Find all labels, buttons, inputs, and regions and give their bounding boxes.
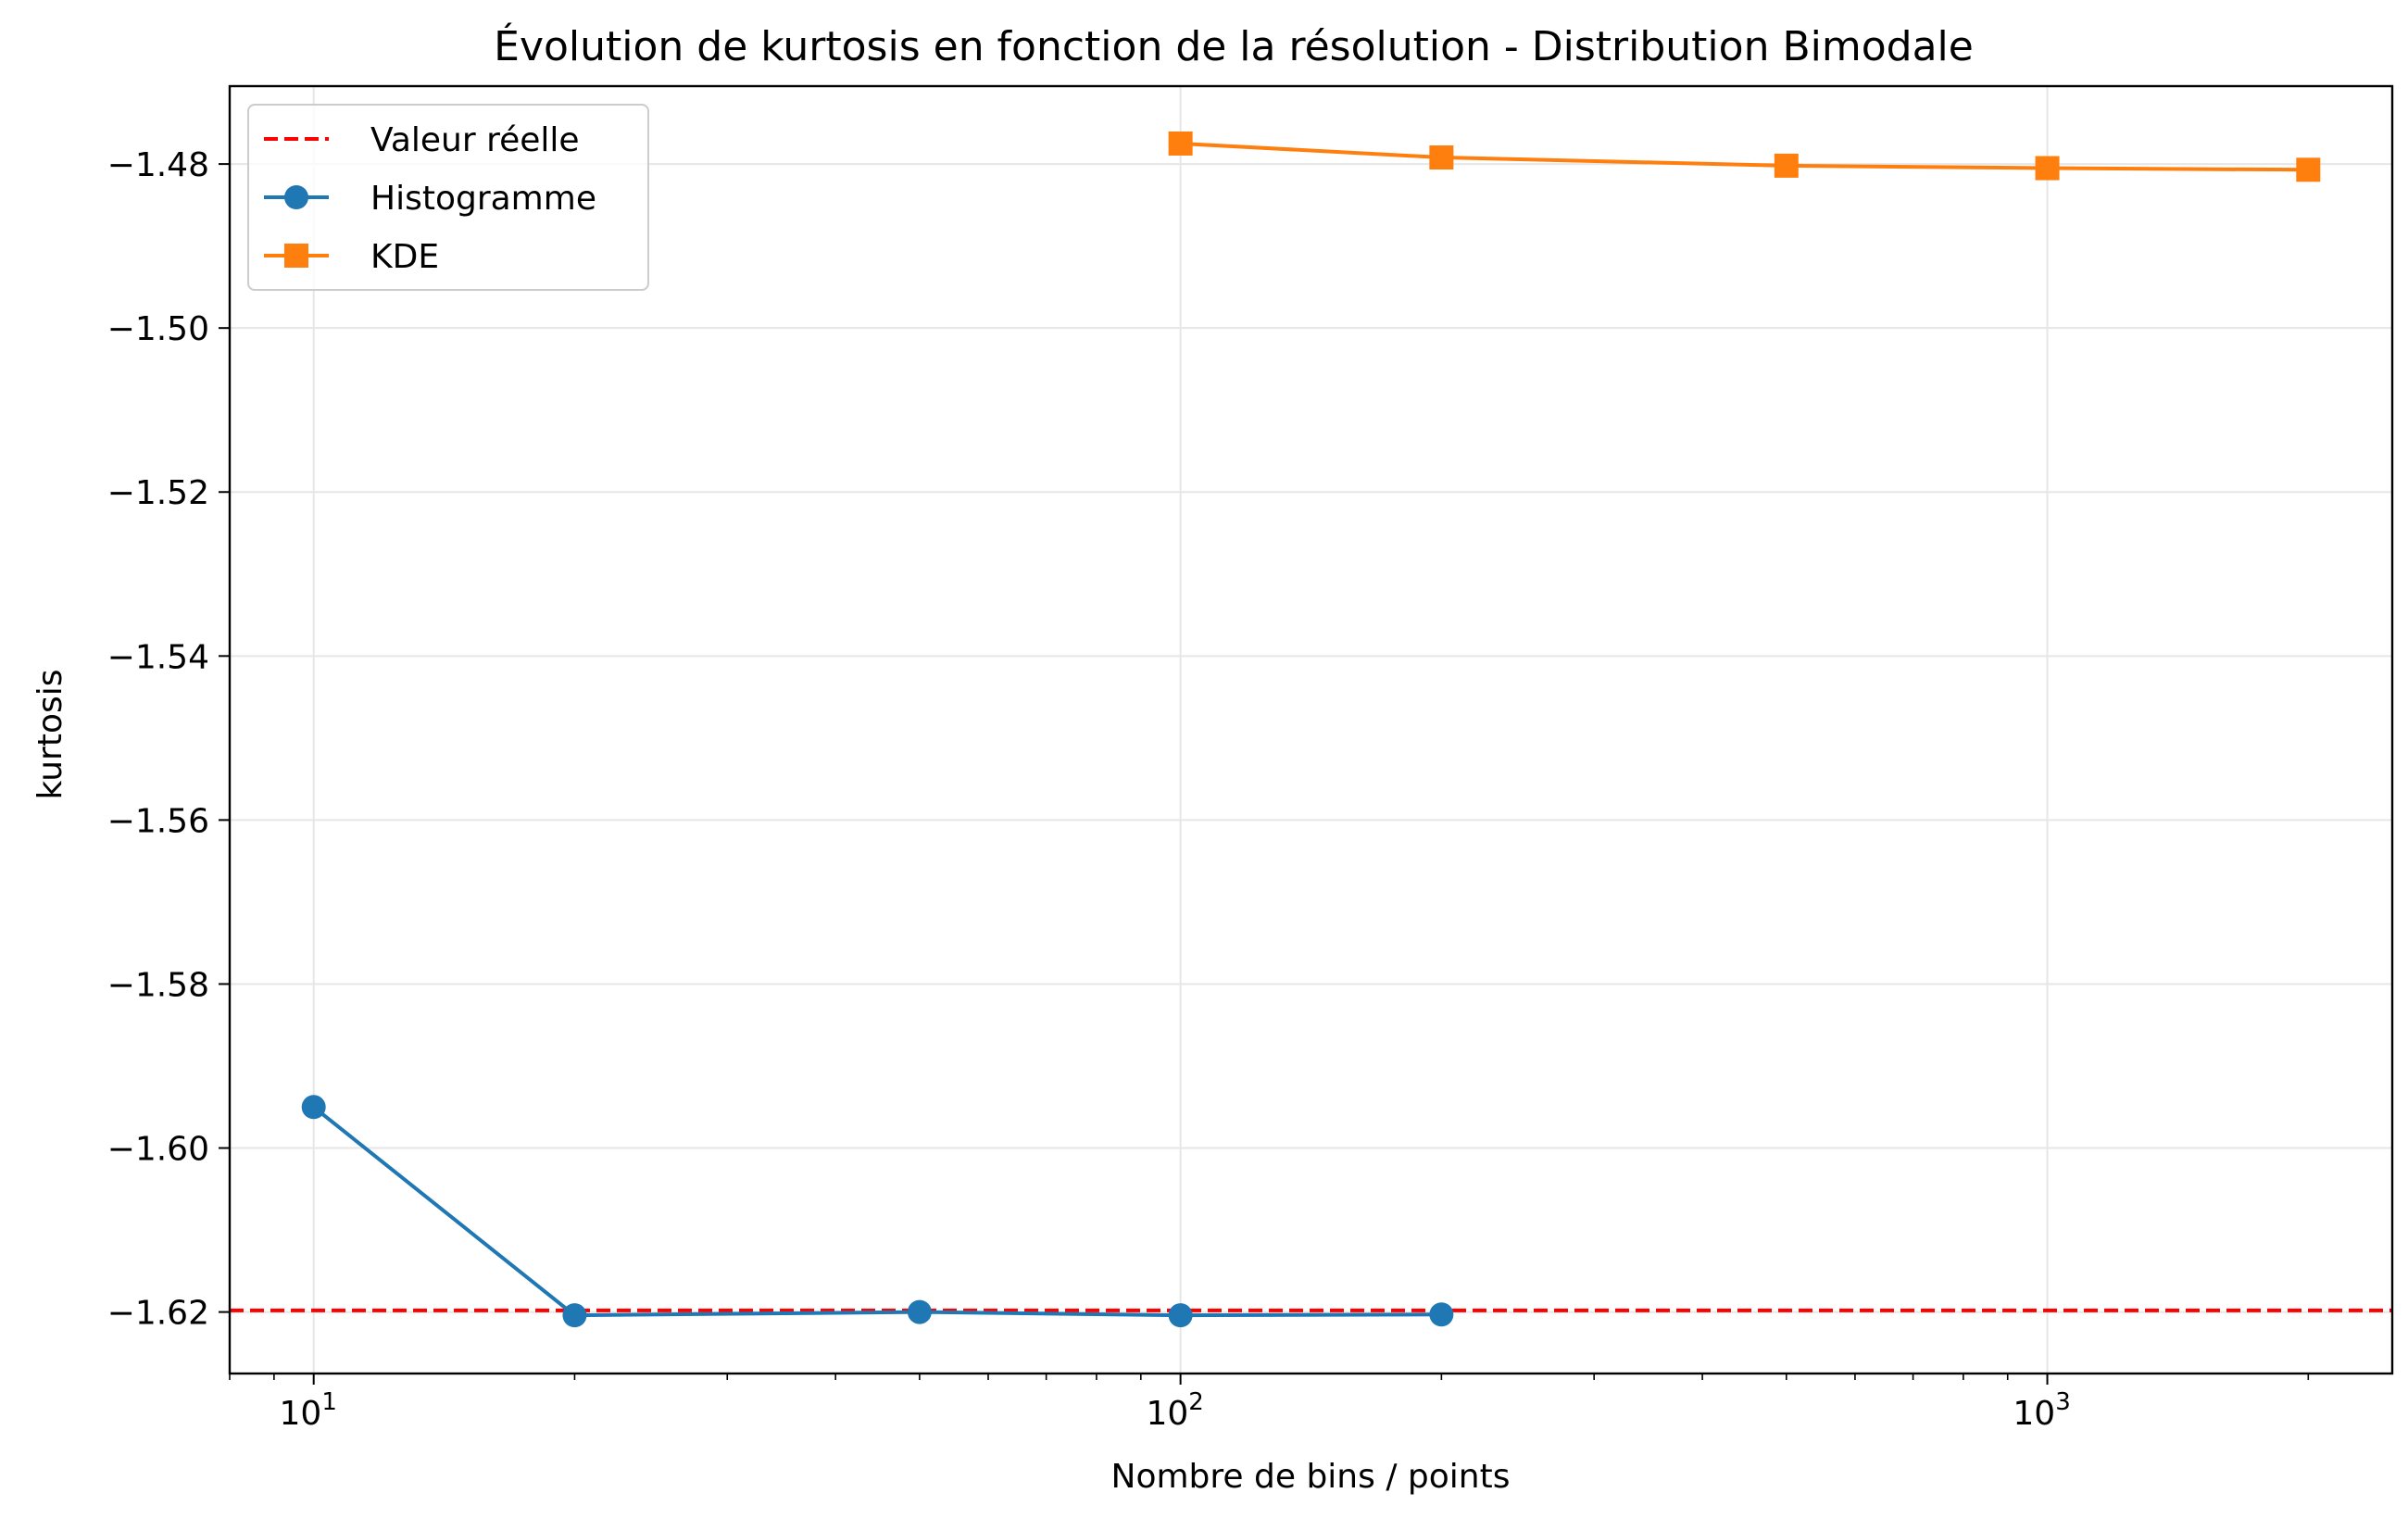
legend-box — [247, 104, 649, 291]
series-line-kde — [1180, 141, 2309, 172]
y-tick-label: −1.62 — [107, 1295, 209, 1333]
data-point-histogramme — [1429, 1302, 1454, 1327]
plot-frame — [228, 84, 2394, 1375]
x-tick-label: 101 — [280, 1388, 337, 1433]
data-point-kde — [1774, 153, 1799, 178]
grid — [230, 86, 2392, 1374]
legend-label: KDE — [370, 238, 439, 276]
data-point-histogramme — [907, 1299, 932, 1324]
data-point-histogramme — [562, 1303, 587, 1328]
series-layer — [301, 131, 2321, 1328]
data-point-kde — [1429, 145, 1454, 170]
data-point-histogramme — [1168, 1303, 1193, 1328]
series-line-histogramme — [312, 1105, 1442, 1318]
y-tick-label: −1.52 — [107, 474, 209, 512]
x-tick-label: 103 — [2013, 1388, 2070, 1433]
legend-swatch-marker — [284, 185, 308, 209]
y-tick-label: −1.54 — [107, 638, 209, 676]
y-tick-label: −1.48 — [107, 146, 209, 184]
data-point-kde — [1168, 131, 1193, 156]
x-tick-label: 102 — [1146, 1388, 1203, 1433]
legend-label: Histogramme — [370, 180, 596, 218]
chart-title: Évolution de kurtosis en fonction de la … — [494, 21, 1974, 70]
data-point-kde — [2035, 156, 2060, 181]
y-axis-label: kurtosis — [31, 669, 69, 799]
x-axis-label: Nombre de bins / points — [1111, 1458, 1511, 1496]
y-tick-label: −1.58 — [107, 966, 209, 1004]
x-tick-base: 10 — [280, 1395, 322, 1433]
data-point-histogramme — [301, 1095, 326, 1120]
y-tick-label: −1.56 — [107, 802, 209, 840]
x-tick-exponent: 3 — [2055, 1388, 2071, 1416]
y-tick-label: −1.50 — [107, 310, 209, 348]
legend: Valeur réelle Histogramme KDE — [247, 104, 649, 291]
data-point-kde — [2296, 157, 2321, 182]
legend-label: Valeur réelle — [370, 121, 580, 159]
x-tick-base: 10 — [2013, 1395, 2055, 1433]
legend-swatch-marker — [284, 244, 308, 268]
x-tick-exponent: 1 — [321, 1388, 337, 1416]
x-tick-exponent: 2 — [1188, 1388, 1204, 1416]
axis-ticks: −1.48 −1.50 −1.52 −1.54 −1.56 −1.58 −1.60 −1.62… — [107, 146, 2310, 1433]
x-tick-base: 10 — [1146, 1395, 1188, 1433]
y-tick-label: −1.60 — [107, 1131, 209, 1169]
